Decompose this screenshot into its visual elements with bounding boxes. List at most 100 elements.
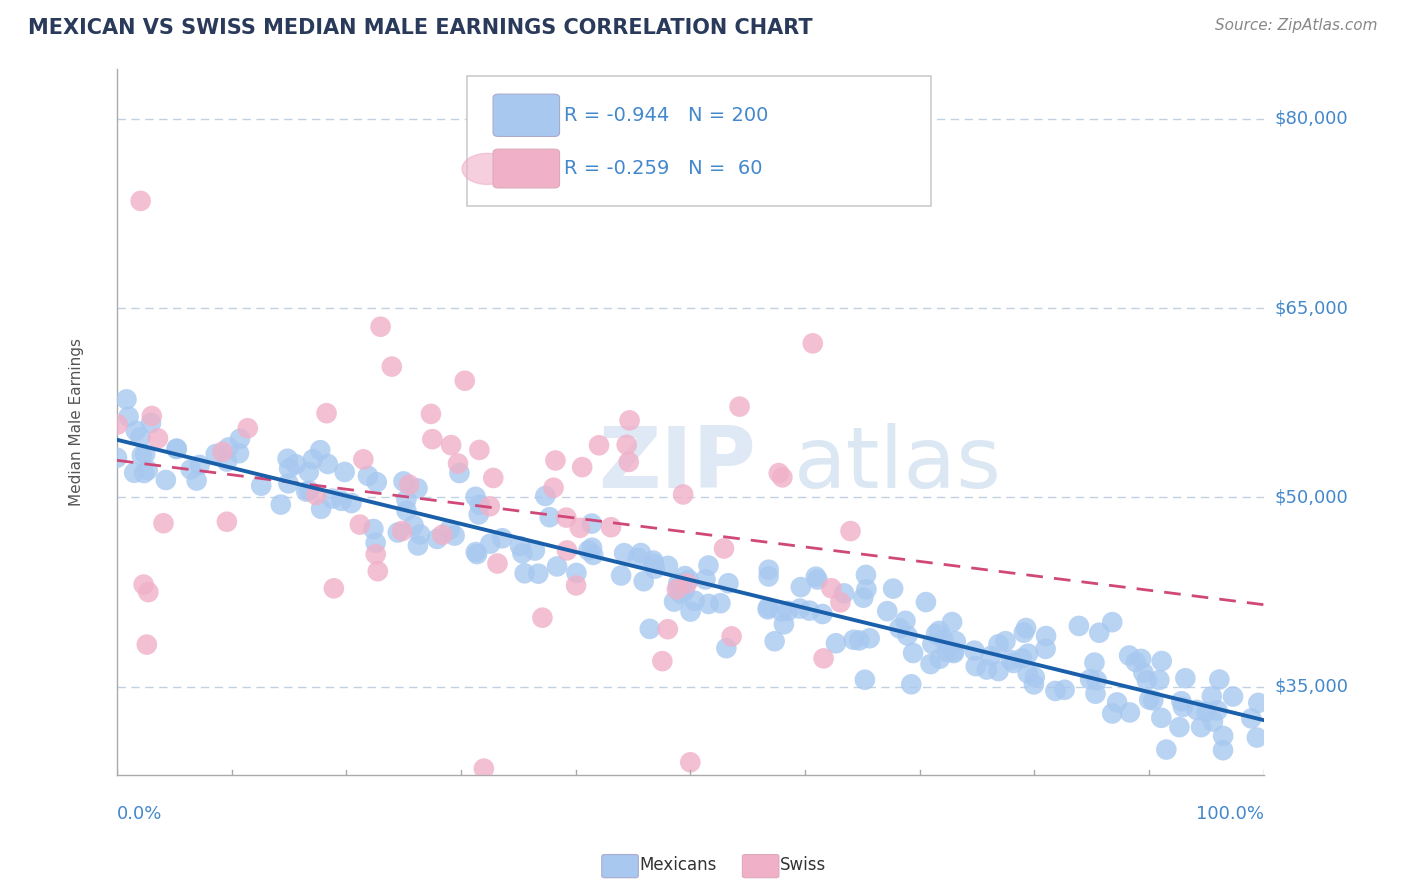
Point [479,536,502,550]
Point [555,543,578,558]
Point [1137,692,1160,706]
Point [366,475,388,490]
Point [486,557,509,571]
Point [855,582,877,597]
Point [665,582,688,597]
Point [806,573,828,587]
Point [1156,742,1178,756]
Point [770,470,793,484]
Point [1035,629,1057,643]
Point [1246,731,1268,745]
Point [1119,706,1142,720]
Point [565,578,588,592]
Point [987,664,1010,678]
Point [697,597,720,611]
Point [298,483,321,498]
Point [134,447,156,461]
Point [215,515,238,529]
Point [651,654,673,668]
Point [963,643,986,657]
Point [409,527,432,541]
Point [994,634,1017,648]
Point [1024,670,1046,684]
Point [406,481,429,495]
Point [512,546,534,560]
Point [1022,677,1045,691]
Point [1017,666,1039,681]
Point [186,474,208,488]
Point [122,466,145,480]
Point [302,452,325,467]
FancyBboxPatch shape [494,94,560,136]
Point [129,194,152,208]
Text: atlas: atlas [793,423,1001,506]
Point [1000,653,1022,667]
Point [349,517,371,532]
Text: R = -0.259   N =  60: R = -0.259 N = 60 [564,160,762,178]
Point [695,573,717,587]
Point [105,450,128,465]
Point [672,487,695,501]
Point [146,431,169,445]
Point [443,528,465,542]
Point [582,548,605,562]
Point [894,614,917,628]
Point [465,547,488,561]
Point [534,489,557,503]
Point [928,652,950,666]
Point [468,442,491,457]
Point [398,477,420,491]
Point [229,432,252,446]
Point [449,466,471,480]
Point [568,521,591,535]
Point [472,762,495,776]
Point [513,566,536,581]
Text: $80,000: $80,000 [1275,110,1348,128]
Point [965,659,987,673]
Text: 0.0%: 0.0% [117,805,162,823]
Point [679,605,702,619]
Point [1118,648,1140,663]
Point [131,449,153,463]
Point [638,622,661,636]
Point [305,488,328,502]
Point [643,557,665,571]
Point [1208,673,1230,687]
Point [1222,690,1244,704]
Point [357,468,380,483]
Point [728,400,751,414]
Point [426,532,449,546]
Text: Mexicans: Mexicans [640,856,717,874]
Point [295,484,318,499]
Point [215,454,238,468]
Point [523,543,546,558]
Point [387,525,409,540]
Point [581,541,603,555]
Point [942,644,965,658]
Point [125,424,148,438]
Point [491,531,513,545]
Point [136,463,159,477]
Point [129,430,152,444]
Point [756,602,779,616]
Point [141,409,163,423]
Point [678,573,700,587]
Point [1125,655,1147,669]
Point [538,510,561,524]
Point [758,563,780,577]
Point [364,547,387,561]
Point [270,498,292,512]
Point [889,621,911,635]
Point [901,646,924,660]
Point [1002,656,1025,670]
Point [1045,684,1067,698]
Point [152,516,174,531]
Point [432,528,454,542]
Point [717,576,740,591]
Point [1011,651,1033,665]
Point [454,374,477,388]
Point [630,546,652,560]
Point [330,493,353,508]
Point [942,646,965,660]
Point [581,516,603,531]
